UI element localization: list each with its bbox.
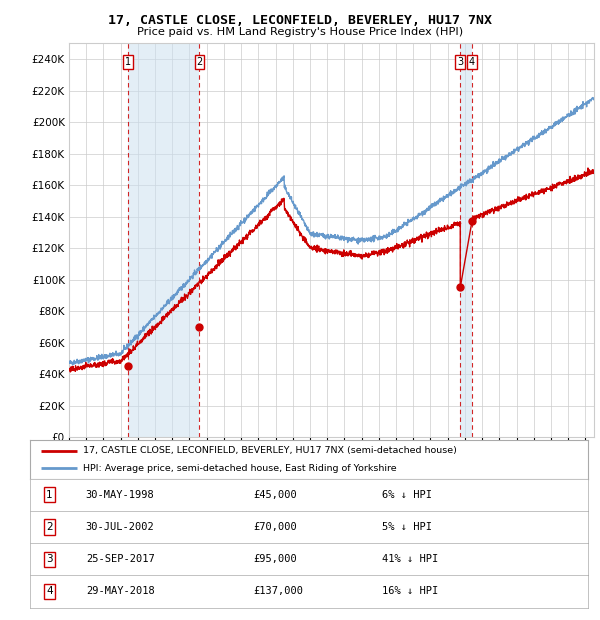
Text: 41% ↓ HPI: 41% ↓ HPI — [382, 554, 438, 564]
Text: 2: 2 — [46, 522, 53, 532]
Text: £70,000: £70,000 — [253, 522, 297, 532]
Text: 2: 2 — [196, 57, 203, 67]
Bar — [460, 43, 472, 437]
Text: 3: 3 — [46, 554, 53, 564]
Text: £95,000: £95,000 — [253, 554, 297, 564]
Text: 16% ↓ HPI: 16% ↓ HPI — [382, 587, 438, 596]
Text: 1: 1 — [125, 57, 131, 67]
Text: 4: 4 — [46, 587, 53, 596]
Text: Price paid vs. HM Land Registry's House Price Index (HPI): Price paid vs. HM Land Registry's House … — [137, 27, 463, 37]
Text: 1: 1 — [46, 490, 53, 500]
Text: 5% ↓ HPI: 5% ↓ HPI — [382, 522, 431, 532]
Text: 3: 3 — [457, 57, 463, 67]
Bar — [128, 43, 199, 437]
Text: 6% ↓ HPI: 6% ↓ HPI — [382, 490, 431, 500]
Text: £45,000: £45,000 — [253, 490, 297, 500]
Text: £137,000: £137,000 — [253, 587, 303, 596]
Text: 25-SEP-2017: 25-SEP-2017 — [86, 554, 155, 564]
Text: 17, CASTLE CLOSE, LECONFIELD, BEVERLEY, HU17 7NX (semi-detached house): 17, CASTLE CLOSE, LECONFIELD, BEVERLEY, … — [83, 446, 457, 455]
Text: HPI: Average price, semi-detached house, East Riding of Yorkshire: HPI: Average price, semi-detached house,… — [83, 464, 397, 473]
Text: 17, CASTLE CLOSE, LECONFIELD, BEVERLEY, HU17 7NX: 17, CASTLE CLOSE, LECONFIELD, BEVERLEY, … — [108, 14, 492, 27]
Text: 4: 4 — [469, 57, 475, 67]
Text: 29-MAY-2018: 29-MAY-2018 — [86, 587, 155, 596]
Text: 30-MAY-1998: 30-MAY-1998 — [86, 490, 155, 500]
Text: 30-JUL-2002: 30-JUL-2002 — [86, 522, 155, 532]
